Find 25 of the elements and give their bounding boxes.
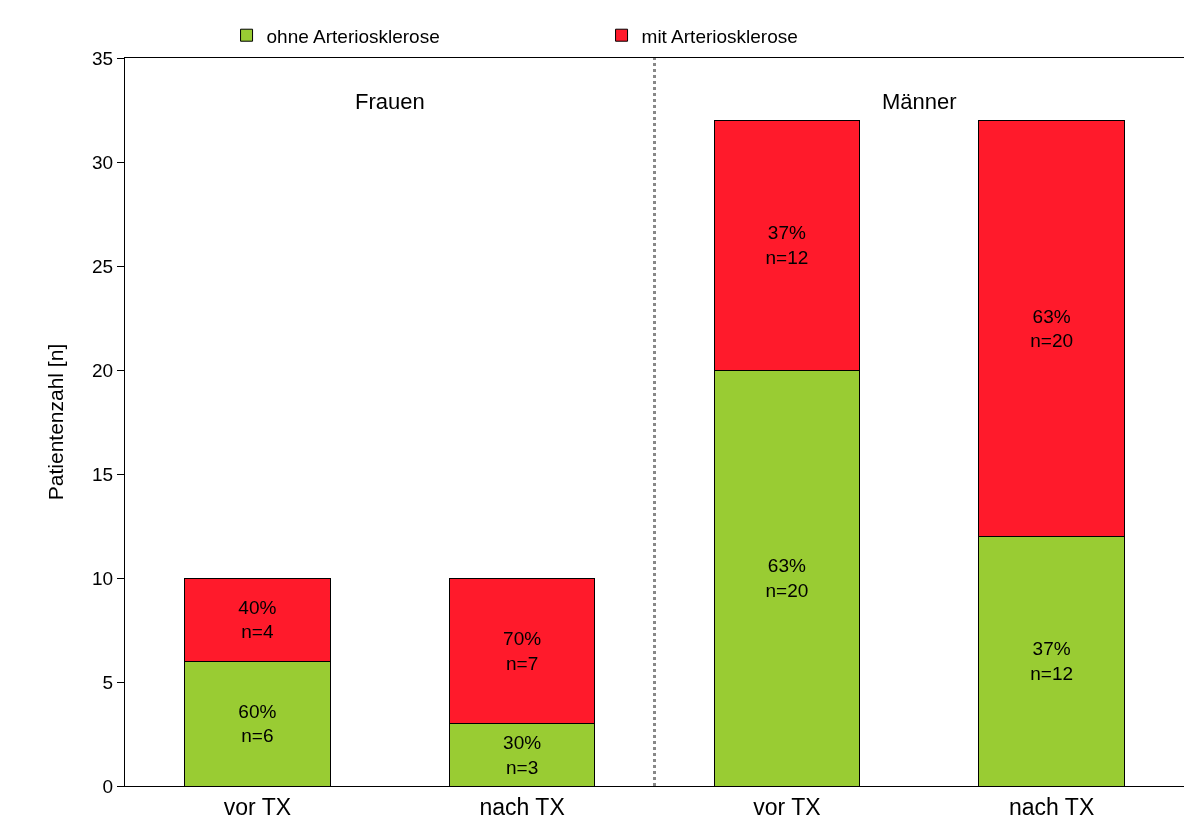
data-label: 63% n=20 xyxy=(765,555,809,601)
data-label: 30% n=3 xyxy=(503,731,542,778)
y-tick-label: 0 xyxy=(102,775,114,797)
data-label: 37% n=12 xyxy=(765,222,809,269)
data-label: 60% n=6 xyxy=(238,700,277,747)
y-tick-label: 20 xyxy=(92,359,114,381)
y-tick-label: 10 xyxy=(92,567,114,589)
text: Männer xyxy=(882,89,957,114)
text: Frauen xyxy=(355,89,425,114)
y-tick-label: 25 xyxy=(92,255,114,277)
data-label: 40% n=4 xyxy=(238,596,277,643)
y-tick-label: 30 xyxy=(92,151,114,173)
x-tick-label: vor TX xyxy=(223,793,292,820)
data-label: 63% n=20 xyxy=(1030,305,1074,352)
x-tick-label: vor TX xyxy=(753,793,821,820)
y-axis-title: Patientenzahl [n] xyxy=(44,343,68,501)
data-label: 70% n=7 xyxy=(503,627,542,674)
y-tick-label: 35 xyxy=(92,47,114,69)
x-tick-label: nach TX xyxy=(479,793,565,820)
y-tick-label: 15 xyxy=(92,463,114,485)
data-label: 37% n=12 xyxy=(1030,638,1074,685)
legend-label: ohne Arteriosklerose xyxy=(266,25,440,47)
y-tick-label: 5 xyxy=(102,671,114,693)
x-tick-label: nach TX xyxy=(1009,793,1095,820)
legend-label: mit Arteriosklerose xyxy=(641,25,798,47)
